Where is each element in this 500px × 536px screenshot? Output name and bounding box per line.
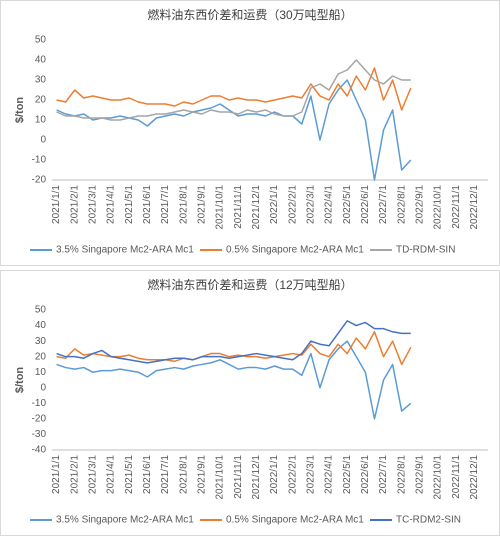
x-tick-label: 2021/5/1 (124, 455, 135, 494)
legend-label: TC-RDM2-SIN (396, 515, 461, 526)
legend-label: 3.5% Singapore Mc2-ARA Mc1 (56, 515, 194, 526)
y-tick-label: 0 (40, 135, 46, 146)
x-tick-label: 2022/9/1 (415, 455, 426, 494)
y-tick-label: -20 (32, 175, 47, 186)
chart-title: 燃料油东西价差和运费（30万吨型船） (147, 7, 352, 22)
y-tick-label: -10 (32, 398, 47, 409)
x-tick-label: 2021/6/1 (142, 455, 153, 494)
y-tick-label: 50 (35, 35, 47, 46)
y-tick-label: -40 (32, 445, 47, 456)
x-tick-label: 2022/1/1 (269, 185, 280, 224)
x-tick-label: 2021/1/1 (51, 455, 62, 494)
x-tick-label: 2022/3/1 (306, 185, 317, 224)
y-tick-label: 0 (40, 382, 46, 393)
x-tick-label: 2022/12/1 (469, 455, 480, 500)
y-axis-label: $/ton (14, 367, 26, 394)
x-tick-label: 2021/1/1 (51, 185, 62, 224)
chart-frame (0, 0, 500, 266)
y-tick-label: 50 (35, 305, 47, 316)
x-tick-label: 2022/11/1 (451, 455, 462, 499)
y-tick-label: 10 (35, 115, 47, 126)
x-tick-label: 2021/4/1 (106, 455, 117, 494)
x-tick-label: 2021/11/1 (233, 455, 244, 499)
x-tick-label: 2021/4/1 (106, 185, 117, 224)
y-tick-label: -30 (32, 429, 47, 440)
x-tick-label: 2022/4/1 (324, 185, 335, 224)
series-line (56, 59, 411, 121)
y-tick-label: 20 (35, 351, 47, 362)
legend-label: 0.5% Singapore Mc2-ARA Mc1 (226, 245, 364, 256)
x-tick-label: 2021/3/1 (88, 185, 99, 224)
x-tick-label: 2021/9/1 (197, 455, 208, 494)
x-tick-label: 2021/11/1 (233, 185, 244, 229)
x-tick-label: 2021/8/1 (178, 185, 189, 224)
x-tick-label: 2022/11/1 (451, 185, 462, 229)
x-tick-label: 2022/5/1 (342, 455, 353, 494)
y-tick-label: 10 (35, 367, 47, 378)
x-tick-label: 2022/10/1 (433, 455, 444, 500)
x-tick-label: 2022/3/1 (306, 455, 317, 494)
x-tick-label: 2021/9/1 (197, 185, 208, 224)
x-tick-label: 2021/12/1 (251, 185, 262, 230)
y-tick-label: 30 (35, 75, 47, 86)
chart-title: 燃料油东西价差和运费（12万吨型船） (147, 277, 352, 292)
x-tick-label: 2021/2/1 (69, 455, 80, 494)
x-tick-label: 2022/7/1 (378, 455, 389, 494)
x-tick-label: 2022/4/1 (324, 455, 335, 494)
series-line (56, 79, 412, 181)
series-line (56, 331, 412, 366)
series-line (56, 67, 412, 111)
x-tick-label: 2022/6/1 (360, 185, 371, 224)
y-axis-label: $/ton (14, 97, 26, 124)
legend-label: TD-RDM-SIN (396, 245, 455, 256)
x-tick-label: 2021/2/1 (69, 185, 80, 224)
x-tick-label: 2021/5/1 (124, 185, 135, 224)
y-tick-label: -20 (32, 414, 47, 425)
x-tick-label: 2022/6/1 (360, 455, 371, 494)
x-tick-label: 2022/12/1 (469, 185, 480, 230)
y-tick-label: 30 (35, 336, 47, 347)
y-tick-label: -10 (32, 155, 47, 166)
x-tick-label: 2021/7/1 (160, 185, 171, 224)
x-tick-label: 2022/7/1 (378, 185, 389, 224)
x-tick-label: 2021/10/1 (215, 455, 226, 500)
x-tick-label: 2021/10/1 (215, 185, 226, 230)
x-tick-label: 2021/3/1 (88, 455, 99, 494)
x-tick-label: 2021/6/1 (142, 185, 153, 224)
x-tick-label: 2022/2/1 (287, 185, 298, 224)
x-tick-label: 2022/8/1 (396, 455, 407, 494)
x-tick-label: 2021/12/1 (251, 455, 262, 500)
series-line (56, 340, 412, 420)
chart-frame (0, 270, 500, 536)
x-tick-label: 2022/1/1 (269, 455, 280, 494)
x-tick-label: 2021/7/1 (160, 455, 171, 494)
legend-label: 3.5% Singapore Mc2-ARA Mc1 (56, 245, 194, 256)
y-tick-label: 40 (35, 55, 47, 66)
x-tick-label: 2022/8/1 (396, 185, 407, 224)
x-tick-label: 2021/8/1 (178, 455, 189, 494)
x-tick-label: 2022/5/1 (342, 185, 353, 224)
y-tick-label: 20 (35, 95, 47, 106)
x-tick-label: 2022/10/1 (433, 185, 444, 230)
series-line (56, 320, 411, 364)
x-tick-label: 2022/9/1 (415, 185, 426, 224)
x-tick-label: 2022/2/1 (287, 455, 298, 494)
y-tick-label: 40 (35, 320, 47, 331)
legend-label: 0.5% Singapore Mc2-ARA Mc1 (226, 515, 364, 526)
